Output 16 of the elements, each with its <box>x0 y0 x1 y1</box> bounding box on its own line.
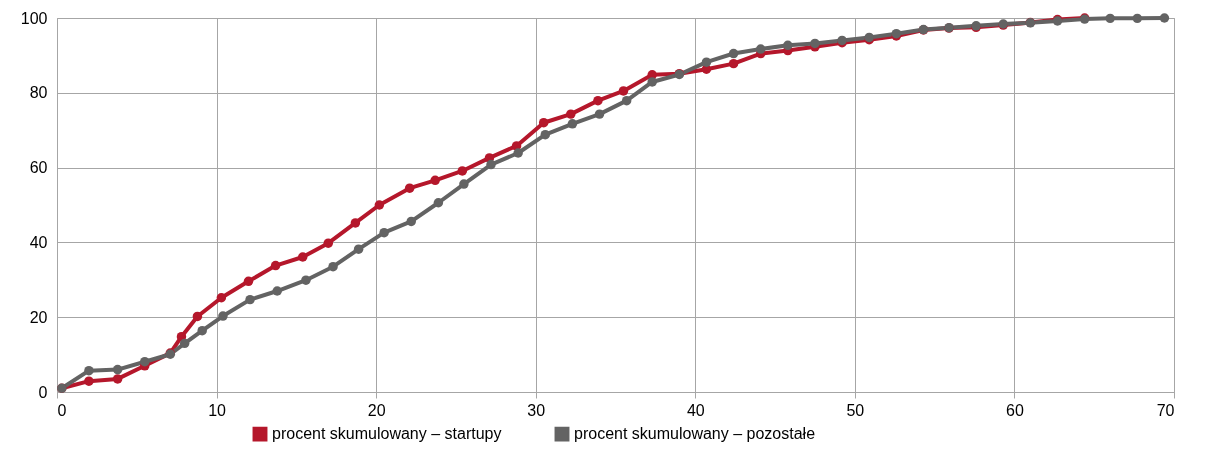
x-tick-label: 40 <box>686 401 705 419</box>
y-tick-label: 80 <box>29 84 48 102</box>
x-tick-label: 10 <box>208 401 227 419</box>
y-tick-label: 60 <box>29 159 48 177</box>
y-tick-label: 20 <box>29 308 48 326</box>
x-tick-label: 20 <box>367 401 386 419</box>
x-tick-label: 50 <box>846 401 865 419</box>
legend-label: procent skumulowany – startupy <box>272 425 502 443</box>
legend-label: procent skumulowany – pozostałe <box>574 425 816 443</box>
x-tick-label: 30 <box>527 401 546 419</box>
y-tick-label: 100 <box>20 9 48 27</box>
y-tick-label: 40 <box>29 233 48 251</box>
y-tick-label: 0 <box>38 383 48 401</box>
x-tick-label: 60 <box>1006 401 1024 419</box>
x-tick-label: 70 <box>1156 401 1175 419</box>
x-tick-label: 0 <box>57 401 67 419</box>
